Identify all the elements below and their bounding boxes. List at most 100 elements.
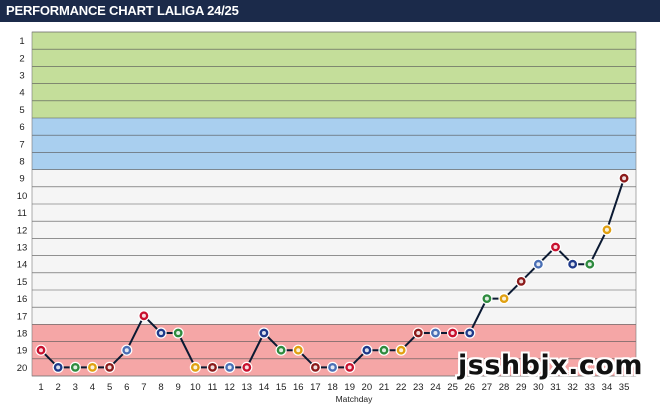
y-tick-label: 5 [19,105,24,116]
data-point-crest-detail [604,227,609,232]
data-point-crest-detail [553,245,558,249]
position-band-12 [32,221,636,239]
y-tick-label: 18 [17,329,28,340]
x-tick-label: 14 [259,382,270,393]
position-band-16 [32,290,636,308]
data-point-crest-detail [210,365,215,370]
x-tick-label: 27 [482,382,493,393]
y-tick-label: 13 [17,243,28,254]
data-point-crest-detail [416,331,421,335]
x-tick-label: 33 [585,382,596,393]
y-tick-label: 2 [19,53,24,64]
x-tick-label: 6 [124,382,129,393]
data-point-crest-detail [467,331,472,335]
x-tick-label: 9 [176,382,181,393]
y-tick-label: 10 [17,191,28,202]
position-band-7 [32,135,636,153]
y-tick-label: 3 [19,71,24,82]
y-tick-label: 20 [17,363,28,374]
x-tick-label: 2 [56,382,61,393]
position-band-14 [32,255,636,273]
data-point-crest-detail [176,331,181,335]
y-tick-label: 7 [19,139,24,150]
position-band-13 [32,238,636,256]
x-tick-label: 21 [379,382,390,393]
x-tick-label: 12 [224,382,235,393]
x-tick-label: 5 [107,382,112,393]
x-tick-label: 34 [602,382,613,393]
x-tick-label: 4 [90,382,95,393]
y-tick-label: 15 [17,277,28,288]
data-point-crest-detail [347,365,352,370]
data-point-crest-detail [330,365,335,370]
position-band-9 [32,169,636,187]
position-band-17 [32,307,636,325]
x-tick-label: 8 [158,382,163,393]
data-point-crest-detail [279,348,284,353]
data-point-crest-detail [570,262,575,267]
x-tick-label: 35 [619,382,630,393]
data-point-crest-detail [261,331,266,335]
x-tick-label: 11 [208,382,218,393]
y-tick-label: 16 [17,294,28,305]
position-band-18 [32,324,636,342]
data-point-crest-detail [536,262,541,267]
x-tick-label: 29 [516,382,527,393]
data-point-crest-detail [364,348,369,353]
y-tick-label: 9 [19,174,24,185]
position-band-4 [32,83,636,101]
data-point-crest-detail [450,331,455,335]
x-tick-label: 28 [499,382,510,393]
y-tick-label: 8 [19,157,24,168]
data-point-crest-detail [107,365,112,370]
x-tick-label: 30 [533,382,544,393]
y-tick-label: 14 [17,260,28,271]
position-band-19 [32,341,636,359]
x-tick-label: 15 [276,382,287,393]
position-band-5 [32,100,636,118]
data-point-crest-detail [587,262,592,267]
x-tick-label: 25 [447,382,458,393]
y-tick-label: 11 [17,208,27,219]
data-point-crest-detail [124,348,129,353]
x-tick-label: 7 [141,382,146,393]
y-tick-label: 1 [19,36,24,47]
data-point-crest-detail [90,365,95,370]
data-point-crest-detail [39,348,43,353]
watermark-text: jsshbjx.com [458,350,644,381]
x-tick-label: 16 [293,382,304,393]
data-point-crest-detail [519,279,524,284]
chart-header: PERFORMANCE CHART LALIGA 24/25 [0,0,660,22]
x-tick-label: 13 [242,382,253,393]
x-tick-label: 20 [362,382,373,393]
x-tick-label: 19 [344,382,355,393]
y-tick-label: 4 [19,88,24,99]
x-axis-label: Matchday [336,394,374,404]
data-point-crest-detail [484,296,489,301]
data-point-crest-detail [193,365,198,370]
plot-border [31,31,637,377]
x-tick-label: 26 [464,382,475,393]
data-point-crest-detail [433,331,438,335]
position-band-6 [32,118,636,136]
data-point-crest-detail [244,365,249,370]
data-point-crest-detail [399,348,404,353]
x-tick-label: 1 [38,382,43,393]
position-band-8 [32,152,636,170]
x-tick-label: 24 [430,382,441,393]
data-point-crest-detail [159,331,164,335]
data-point-crest-detail [73,365,78,370]
position-band-10 [32,186,636,204]
y-tick-label: 17 [17,311,28,322]
x-tick-label: 3 [73,382,78,393]
x-tick-label: 31 [550,382,561,393]
x-tick-label: 22 [396,382,407,393]
position-band-15 [32,272,636,290]
position-band-11 [32,204,636,222]
data-point-crest-detail [502,296,507,301]
x-tick-label: 10 [190,382,201,393]
data-point-crest-detail [56,365,61,370]
data-point-crest-detail [141,313,146,318]
data-point-crest-detail [227,365,232,370]
